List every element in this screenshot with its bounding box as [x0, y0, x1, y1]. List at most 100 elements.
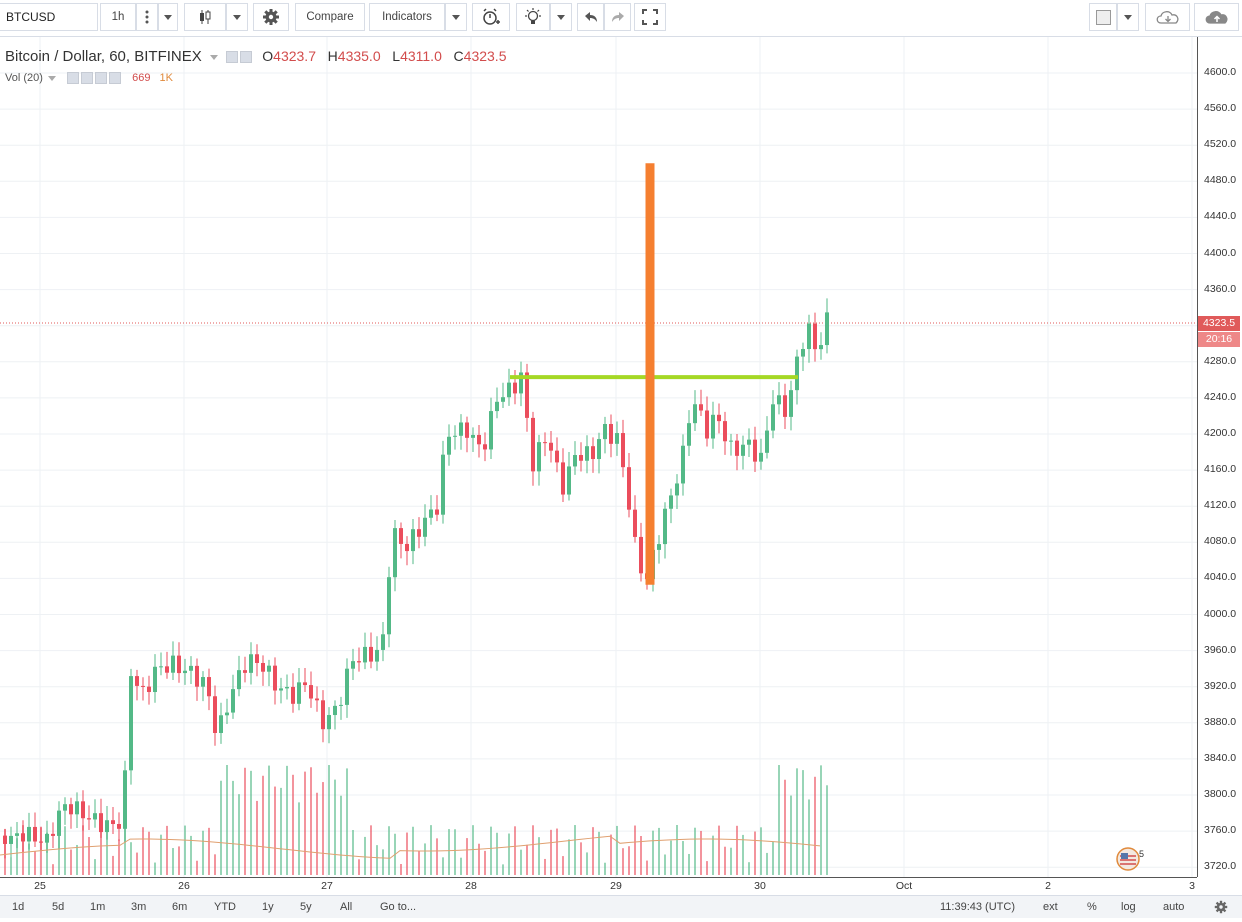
- price-tick-label: 4200.0: [1204, 427, 1237, 439]
- candle: [519, 361, 523, 407]
- candle: [693, 390, 697, 432]
- ideas-dropdown[interactable]: [550, 3, 572, 31]
- redo-button[interactable]: [604, 3, 631, 31]
- ideas-button[interactable]: [516, 3, 550, 31]
- layout-button[interactable]: [1089, 3, 1117, 31]
- interval-button[interactable]: 1h: [100, 3, 136, 31]
- volume-bar: [712, 835, 714, 875]
- alert-button[interactable]: [472, 3, 510, 31]
- price-tick-label: 4520.0: [1204, 138, 1237, 151]
- volume-bar: [814, 776, 816, 875]
- price-axis[interactable]: 4600.0 4560.0 4520.0 4480.0 4440.0 4400.0 4360…: [1197, 37, 1242, 877]
- volume-bar: [676, 825, 678, 875]
- candlestick-icon: [200, 10, 211, 24]
- range-button[interactable]: 6m: [172, 901, 188, 913]
- candle: [321, 690, 325, 743]
- price-tick-label: 4360.0: [1204, 282, 1237, 295]
- symbol-search[interactable]: BTCUSD: [0, 3, 98, 31]
- chart-pane[interactable]: Bitcoin / Dollar, 60, BITFINEX O4323.7 H…: [0, 37, 1197, 877]
- range-button[interactable]: YTD: [214, 901, 236, 913]
- volume-bar: [106, 828, 108, 875]
- settings-button[interactable]: [1214, 900, 1228, 914]
- settings-button[interactable]: [253, 3, 289, 31]
- volume-bar: [250, 770, 252, 875]
- volume-bar: [58, 833, 60, 875]
- candle: [819, 332, 823, 360]
- eye-icon[interactable]: [67, 72, 80, 85]
- candle: [201, 671, 205, 702]
- volume-bar: [478, 843, 480, 875]
- volume-bar: [598, 831, 600, 875]
- gear-icon[interactable]: [81, 72, 94, 85]
- candle: [477, 425, 481, 458]
- volume-bar: [196, 860, 198, 875]
- volume-bar: [118, 839, 120, 875]
- candle: [381, 621, 385, 662]
- volume-chevron-icon[interactable]: [47, 75, 56, 81]
- volume-bar: [580, 842, 582, 875]
- legend-chevron-icon[interactable]: [209, 54, 218, 60]
- log-toggle[interactable]: log: [1121, 901, 1136, 913]
- more-intervals-icon[interactable]: [136, 3, 158, 31]
- volume-bar: [466, 838, 468, 875]
- volume-bar: [190, 835, 192, 875]
- volume-bar: [328, 765, 330, 875]
- load-chart-button[interactable]: [1145, 3, 1190, 31]
- auto-toggle[interactable]: auto: [1163, 901, 1185, 913]
- range-button[interactable]: 3m: [131, 901, 147, 913]
- range-button[interactable]: 1y: [262, 901, 274, 913]
- candle: [459, 414, 463, 450]
- indicators-button[interactable]: Indicators: [369, 3, 445, 31]
- volume-bar: [592, 827, 594, 875]
- volume-bar: [64, 826, 66, 875]
- candle: [405, 536, 409, 566]
- volume-bar: [754, 831, 756, 875]
- goto-button[interactable]: Go to...: [380, 901, 417, 913]
- chart-type-button[interactable]: [184, 3, 226, 31]
- economic-events-badge[interactable]: 5: [1115, 847, 1149, 871]
- volume-bar: [352, 830, 354, 875]
- fullscreen-button[interactable]: [634, 3, 666, 31]
- indicators-label: Indicators: [382, 11, 432, 23]
- volume-value: 669: [132, 72, 151, 84]
- candle: [561, 448, 565, 502]
- volume-label: Vol (20): [5, 72, 43, 84]
- range-button[interactable]: 1d: [12, 901, 25, 913]
- ext-toggle[interactable]: ext: [1043, 901, 1058, 913]
- top-toolbar: BTCUSD 1h Compare Indicators: [0, 0, 1242, 37]
- candle: [129, 668, 133, 785]
- save-chart-button[interactable]: [1194, 3, 1239, 31]
- gear-icon: [263, 9, 279, 25]
- range-button[interactable]: 5y: [300, 901, 312, 913]
- percent-toggle[interactable]: %: [1087, 901, 1097, 913]
- undo-button[interactable]: [577, 3, 604, 31]
- chevron-down-icon: [164, 14, 172, 20]
- svg-text:5: 5: [1139, 849, 1144, 859]
- volume-bar: [148, 831, 150, 875]
- volume-bar: [406, 832, 408, 875]
- gear-icon[interactable]: [240, 51, 253, 64]
- close-icon[interactable]: [109, 72, 122, 85]
- layout-dropdown[interactable]: [1117, 3, 1139, 31]
- volume-bar: [28, 843, 30, 875]
- candle: [567, 452, 571, 501]
- price-tick-label: 3840.0: [1204, 751, 1237, 764]
- time-axis[interactable]: 25 26 27 28 29 30 Oct 2 3: [0, 877, 1197, 896]
- candle: [285, 674, 289, 700]
- range-button[interactable]: All: [340, 901, 353, 913]
- utc-clock[interactable]: 11:39:43 (UTC): [940, 901, 1015, 913]
- volume-bar: [226, 765, 228, 875]
- interval-dropdown-button[interactable]: [158, 3, 178, 31]
- volume-bar: [604, 862, 606, 875]
- chart-canvas[interactable]: [0, 37, 1197, 877]
- volume-bar: [808, 799, 810, 875]
- range-button[interactable]: 5d: [52, 901, 65, 913]
- indicators-dropdown[interactable]: [445, 3, 467, 31]
- eye-icon[interactable]: [226, 51, 239, 64]
- plus-icon[interactable]: [95, 72, 108, 85]
- compare-button[interactable]: Compare: [295, 3, 365, 31]
- chart-type-dropdown[interactable]: [226, 3, 248, 31]
- candle: [315, 686, 319, 712]
- range-button[interactable]: 1m: [90, 901, 106, 913]
- volume-bar: [358, 859, 360, 875]
